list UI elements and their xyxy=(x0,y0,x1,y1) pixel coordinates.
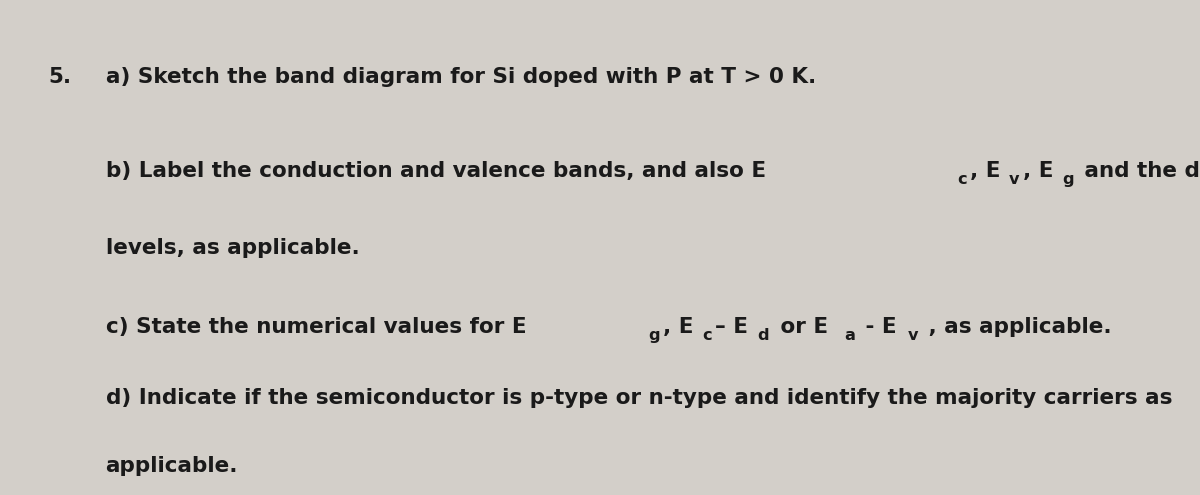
Text: c: c xyxy=(703,328,713,343)
Text: or E: or E xyxy=(773,317,828,337)
Text: d: d xyxy=(757,328,769,343)
Text: , as applicable.: , as applicable. xyxy=(922,317,1112,337)
Text: a: a xyxy=(844,328,854,343)
Text: b) Label the conduction and valence bands, and also E: b) Label the conduction and valence band… xyxy=(106,161,766,181)
Text: v: v xyxy=(907,328,918,343)
Text: c) State the numerical values for E: c) State the numerical values for E xyxy=(106,317,527,337)
Text: , E: , E xyxy=(664,317,694,337)
Text: - E: - E xyxy=(858,317,896,337)
Text: 5.: 5. xyxy=(48,67,71,87)
Text: g: g xyxy=(648,328,660,343)
Text: a) Sketch the band diagram for Si doped with P at T > 0 K.: a) Sketch the band diagram for Si doped … xyxy=(106,67,816,87)
Text: c: c xyxy=(958,172,967,187)
Text: – E: – E xyxy=(715,317,748,337)
Text: , E: , E xyxy=(1022,161,1054,181)
Text: applicable.: applicable. xyxy=(106,456,238,476)
Text: g: g xyxy=(1062,172,1074,187)
Text: d) Indicate if the semiconductor is p-type or n-type and identify the majority c: d) Indicate if the semiconductor is p-ty… xyxy=(106,389,1172,408)
Text: and the donor and acceptor: and the donor and acceptor xyxy=(1078,161,1200,181)
Text: , E: , E xyxy=(970,161,1001,181)
Text: levels, as applicable.: levels, as applicable. xyxy=(106,238,359,257)
Text: v: v xyxy=(1009,172,1020,187)
